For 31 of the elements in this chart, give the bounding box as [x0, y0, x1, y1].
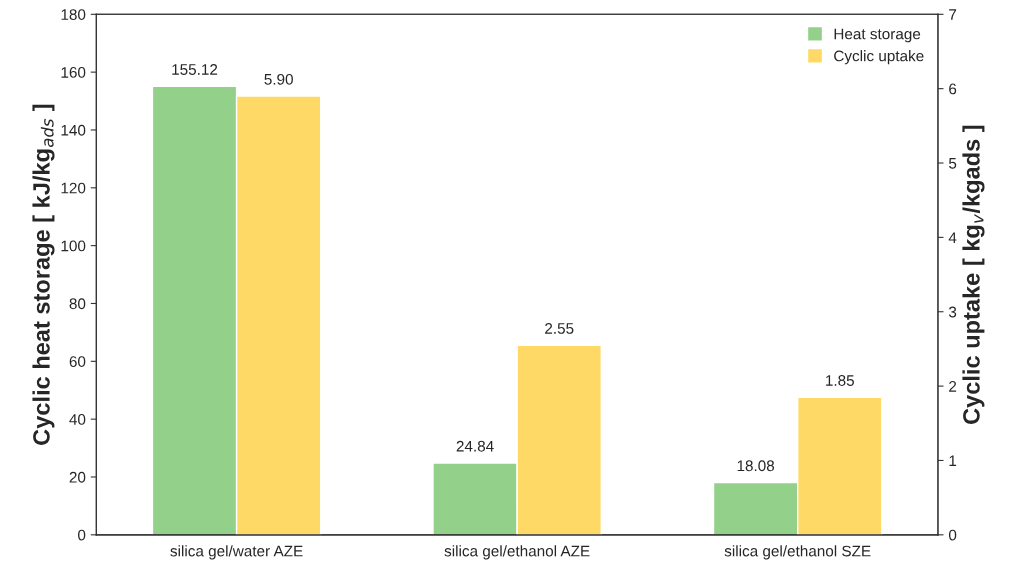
y-tick-label: 40: [69, 414, 86, 425]
y2-tick-label: 3: [948, 306, 957, 318]
y-tick-label: 0: [78, 529, 86, 541]
text: 24.84: [456, 440, 494, 452]
legend-label: Cyclic uptake: [834, 50, 924, 65]
y-tick-label: 100: [61, 240, 86, 252]
text: 155.12: [172, 64, 218, 75]
text: 5.90: [264, 73, 293, 85]
y-tick-label: 60: [69, 356, 86, 367]
y2-tick-label: 4: [948, 232, 957, 243]
text: 2.55: [545, 323, 574, 334]
y2-tick-label: 1: [949, 455, 957, 466]
y2-axis-title: Cyclic uptake [ kg$_{v}$/kgads ]: [962, 125, 985, 424]
legend-label: Heat storage: [834, 28, 921, 43]
text: 1.85: [826, 375, 854, 386]
x-tick-label: silica gel/ethanol SZE: [724, 545, 871, 560]
y2-tick-label: 7: [949, 9, 957, 20]
y-tick-label: 140: [61, 124, 86, 136]
y2-tick-label: 2: [949, 380, 957, 392]
x-tick-label: silica gel/water AZE: [170, 545, 303, 560]
y-tick-label: 80: [69, 298, 86, 310]
y-axis-title: Cyclic heat storage [ kJ/kg$_{ads}$ ]: [32, 104, 55, 445]
y-tick-label: 160: [61, 67, 86, 78]
y2-tick-label: 5: [948, 158, 957, 169]
x-tick-label: silica gel/ethanol AZE: [444, 545, 590, 560]
y2-tick-label: 0: [948, 529, 957, 541]
y-tick-label: 20: [69, 471, 86, 483]
y-tick-label: 120: [61, 182, 86, 194]
text: 18.08: [737, 460, 775, 472]
y-tick-label: 180: [61, 9, 86, 20]
y2-tick-label: 6: [949, 83, 957, 95]
